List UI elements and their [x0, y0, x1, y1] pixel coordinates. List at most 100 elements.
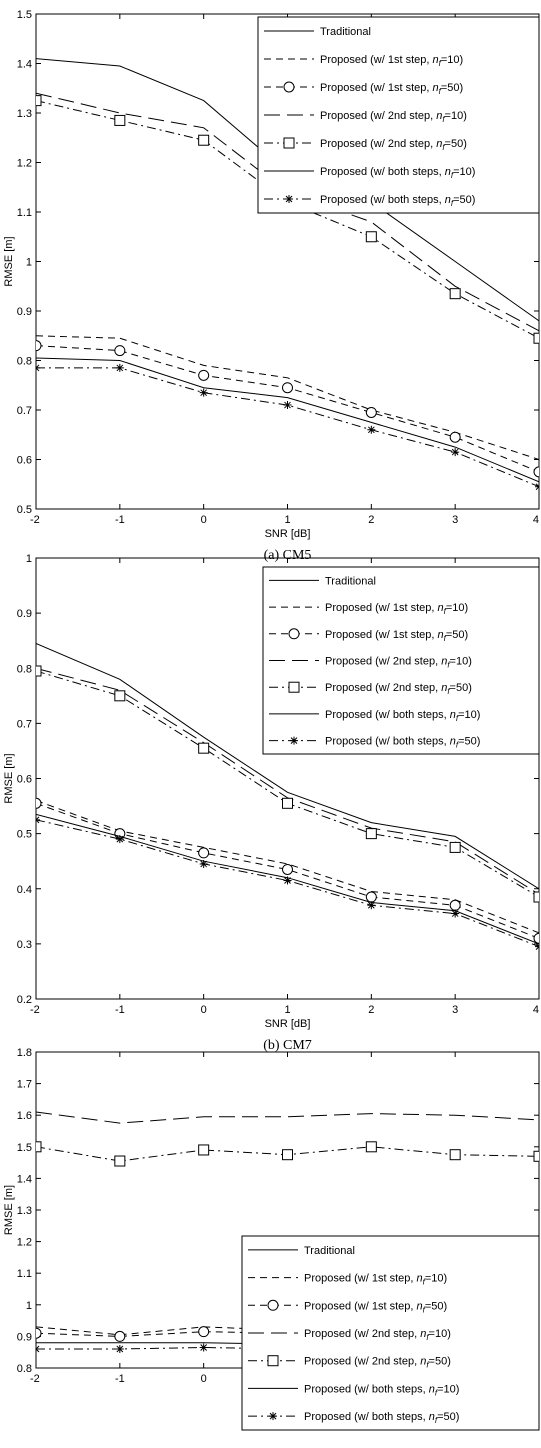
data-point-marker: [533, 891, 539, 903]
y-tick-label: 1: [26, 257, 32, 269]
x-tick-label: -1: [115, 1373, 125, 1385]
x-tick-label: -2: [30, 1373, 40, 1385]
legend: Traditional Proposed (w/ 1st step, nf=10)…: [262, 566, 540, 755]
x-axis-label: SNR [dB]: [265, 528, 311, 540]
legend-label: Proposed (w/ both steps, nf=10): [304, 1383, 459, 1397]
y-tick-label: 0.5: [17, 829, 32, 841]
data-point-marker: [365, 828, 377, 840]
data-point-marker: [449, 288, 461, 300]
legend-marker: [288, 628, 300, 640]
y-tick-label: 1: [26, 1300, 32, 1312]
panel-caption: (b) CM7: [263, 1038, 312, 1053]
data-point-marker: [36, 363, 40, 372]
y-tick-label: 1.6: [17, 1110, 32, 1122]
series-line-4: [36, 1111, 539, 1124]
legend-label: Proposed (w/ 2nd step, nf=10): [325, 656, 472, 670]
series-line-6: [36, 357, 539, 483]
legend-label: Proposed (w/ 1st step, nf=10): [325, 602, 468, 616]
y-tick-label: 0.8: [17, 356, 32, 368]
data-point-marker: [451, 448, 460, 457]
legend-marker: [283, 137, 295, 149]
y-tick-label: 1.4: [17, 1173, 32, 1185]
data-point-marker: [283, 401, 292, 410]
x-axis-label: SNR [dB]: [265, 1018, 311, 1030]
y-tick-label: 0.9: [17, 608, 32, 620]
data-point-marker: [367, 425, 376, 434]
legend-marker: [290, 736, 298, 745]
y-tick-label: 1.3: [17, 1205, 32, 1217]
legend-label: Proposed (w/ 2nd step, nf=10): [304, 1328, 451, 1342]
data-point-marker: [367, 901, 376, 910]
y-tick-label: 1.1: [17, 1268, 32, 1280]
data-point-marker: [198, 742, 210, 754]
data-point-marker: [365, 891, 377, 903]
legend-label: Proposed (w/ 1st step, nf=10): [304, 1273, 447, 1287]
data-point-marker: [199, 388, 208, 397]
data-point-marker: [36, 1345, 40, 1354]
y-tick-label: 0.5: [17, 504, 32, 516]
data-point-marker: [365, 406, 377, 418]
data-point-marker: [198, 369, 210, 381]
data-point-marker: [198, 1144, 210, 1156]
legend-marker: [283, 81, 295, 93]
y-tick-label: 0.4: [17, 884, 32, 896]
legend-label: Traditional: [304, 1245, 355, 1257]
data-point-marker: [115, 1345, 124, 1354]
y-tick-label: 1.1: [17, 207, 32, 219]
y-axis-label: RMSE [m]: [3, 753, 15, 803]
y-tick-label: 1.2: [17, 1237, 32, 1249]
data-point-marker: [533, 332, 539, 344]
legend-label: Traditional: [320, 26, 371, 38]
x-tick-label: -1: [115, 1004, 125, 1016]
legend-label: Proposed (w/ both steps, nf=50): [304, 1411, 459, 1425]
y-tick-label: 1.4: [17, 59, 32, 71]
y-tick-label: 1.5: [17, 9, 32, 21]
data-point-marker: [114, 1330, 126, 1342]
chart-panel-cm7: 0.2 0.3 0.4 0.5 0.6 0.7 0.8 0.9 1 -2 -1 0 1 2 3 4 SNR [d…: [3, 553, 540, 1053]
x-tick-label: -2: [30, 514, 40, 526]
legend-label: Proposed (w/ 2nd step, nf=10): [320, 110, 467, 124]
data-point-marker: [449, 1149, 461, 1161]
data-point-marker: [365, 231, 377, 243]
x-tick-label: 1: [284, 1004, 290, 1016]
y-tick-label: 1.5: [17, 1142, 32, 1154]
data-point-marker: [283, 876, 292, 885]
y-tick-label: 0.8: [17, 1363, 32, 1375]
legend-box: [241, 1235, 540, 1431]
legend-label: Proposed (w/ both steps, nf=10): [325, 709, 480, 723]
legend-label: Traditional: [325, 575, 376, 587]
y-tick-label: 0.3: [17, 939, 32, 951]
data-point-marker: [365, 1141, 377, 1153]
series-group: [36, 642, 539, 951]
y-tick-label: 1.8: [17, 1047, 32, 1059]
legend-label: Proposed (w/ 1st step, nf=10): [320, 54, 463, 68]
data-point-marker: [36, 797, 42, 809]
data-point-marker: [533, 1150, 539, 1162]
x-tick-label: 3: [452, 1004, 458, 1016]
legend-label: Proposed (w/ both steps, nf=50): [325, 736, 480, 750]
data-point-marker: [198, 134, 210, 146]
data-point-marker: [282, 1149, 293, 1161]
data-point-marker: [199, 1343, 208, 1352]
y-axis-label: RMSE [m]: [3, 1185, 15, 1235]
data-point-marker: [199, 859, 208, 868]
y-tick-label: 1.3: [17, 108, 32, 120]
data-point-marker: [36, 1141, 42, 1153]
panel-caption: (a) CM5: [264, 548, 312, 563]
legend-box: [257, 16, 540, 214]
data-point-marker: [36, 95, 42, 107]
chart-panel-cm8: 0.80.911.11.21.31.41.51.61.71.8-2-101234…: [3, 1047, 540, 1431]
legend-marker: [285, 195, 293, 203]
y-tick-label: 0.8: [17, 663, 32, 675]
legend-label: Proposed (w/ 1st step, nf=50): [325, 629, 468, 643]
y-tick-label: 1: [26, 553, 32, 565]
data-point-marker: [198, 847, 210, 859]
legend: Traditional Proposed (w/ 1st step, nf=10)…: [257, 16, 540, 214]
data-point-marker: [449, 841, 461, 853]
x-tick-label: 0: [201, 1004, 207, 1016]
data-point-marker: [282, 797, 293, 809]
data-point-marker: [282, 863, 293, 875]
y-tick-label: 0.7: [17, 718, 32, 730]
data-point-marker: [282, 382, 293, 394]
